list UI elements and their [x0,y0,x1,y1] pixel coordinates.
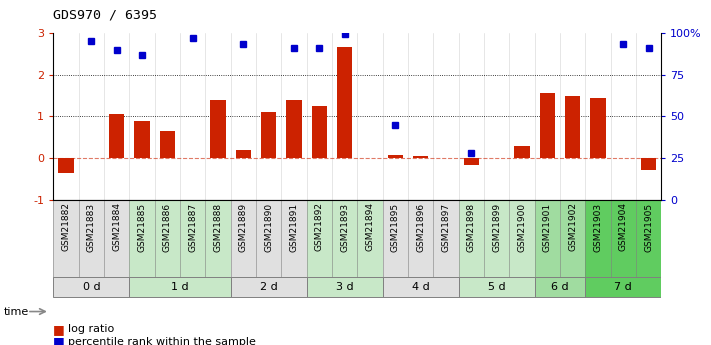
Text: GSM21888: GSM21888 [213,203,223,252]
Text: GSM21889: GSM21889 [239,203,248,252]
Bar [230,277,306,297]
Text: 1 d: 1 d [171,282,189,292]
Bar [459,277,535,297]
Bar [585,200,661,278]
Bar [235,150,251,158]
Bar [383,277,459,297]
Text: GSM21903: GSM21903 [594,203,602,252]
Text: GSM21890: GSM21890 [264,203,273,252]
Bar [306,200,383,278]
Bar [58,158,73,173]
Bar [535,200,585,278]
Bar [134,121,149,158]
Text: GSM21894: GSM21894 [365,203,375,252]
Bar [261,112,276,158]
Text: GSM21891: GSM21891 [289,203,299,252]
Text: 4 d: 4 d [412,282,429,292]
Bar [337,47,352,158]
Text: 6 d: 6 d [551,282,569,292]
Bar [53,277,129,297]
Text: GSM21899: GSM21899 [492,203,501,252]
Text: GSM21892: GSM21892 [315,203,324,252]
Bar [413,156,428,158]
Bar [129,200,230,278]
Bar [383,200,459,278]
Text: GSM21883: GSM21883 [87,203,96,252]
Bar [160,131,175,158]
Text: ■: ■ [53,323,65,336]
Bar [585,277,661,297]
Text: ■: ■ [53,335,65,345]
Text: GSM21897: GSM21897 [442,203,451,252]
Bar [387,155,403,158]
Text: GSM21893: GSM21893 [340,203,349,252]
Text: GSM21896: GSM21896 [416,203,425,252]
Text: 2 d: 2 d [260,282,277,292]
Text: GSM21886: GSM21886 [163,203,172,252]
Text: GSM21902: GSM21902 [568,203,577,252]
Bar [109,114,124,158]
Bar [53,200,129,278]
Text: percentile rank within the sample: percentile rank within the sample [68,337,255,345]
Bar [129,277,230,297]
Bar [311,106,327,158]
Text: GSM21904: GSM21904 [619,203,628,252]
Text: GDS970 / 6395: GDS970 / 6395 [53,9,157,22]
Bar [230,200,306,278]
Bar [306,277,383,297]
Text: 5 d: 5 d [488,282,506,292]
Bar [287,100,301,158]
Bar [210,100,225,158]
Bar [641,158,656,170]
Bar [590,98,606,158]
Text: GSM21882: GSM21882 [61,203,70,252]
Bar [565,96,580,158]
Text: 3 d: 3 d [336,282,353,292]
Bar [459,200,535,278]
Text: GSM21901: GSM21901 [542,203,552,252]
Text: time: time [4,307,29,317]
Text: GSM21887: GSM21887 [188,203,197,252]
Bar [540,93,555,158]
Text: log ratio: log ratio [68,325,114,334]
Text: 0 d: 0 d [82,282,100,292]
Bar [535,277,585,297]
Text: 7 d: 7 d [614,282,632,292]
Text: GSM21905: GSM21905 [644,203,653,252]
Text: GSM21895: GSM21895 [391,203,400,252]
Text: GSM21884: GSM21884 [112,203,121,252]
Text: GSM21898: GSM21898 [466,203,476,252]
Bar [464,158,479,165]
Text: GSM21900: GSM21900 [518,203,526,252]
Bar [514,146,530,158]
Text: GSM21885: GSM21885 [137,203,146,252]
